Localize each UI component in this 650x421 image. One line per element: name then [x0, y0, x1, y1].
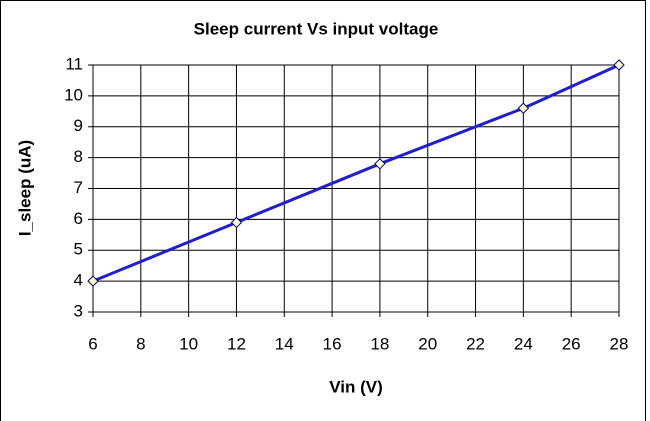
- x-tick-label: 16: [323, 334, 342, 353]
- data-marker: [517, 102, 530, 114]
- y-tick-label: 7: [74, 178, 83, 197]
- y-tick-label: 10: [64, 85, 83, 104]
- data-marker: [87, 275, 99, 287]
- y-axis-label: I_sleep (uA): [15, 140, 34, 236]
- x-tick-label: 22: [466, 334, 485, 353]
- y-tick-label: 5: [74, 240, 83, 259]
- data-marker: [374, 158, 386, 170]
- x-tick-label: 24: [514, 334, 533, 353]
- y-tick-label: 9: [74, 116, 83, 135]
- y-tick-label: 4: [74, 271, 83, 290]
- x-tick-label: 6: [88, 334, 97, 353]
- y-tick-label: 6: [74, 209, 83, 228]
- x-tick-label: 10: [179, 334, 198, 353]
- plot-frame: [92, 64, 620, 313]
- chart-title: Sleep current Vs input voltage: [194, 19, 439, 38]
- x-tick-label: 28: [610, 334, 629, 353]
- y-tick-label: 11: [65, 54, 83, 73]
- y-tick-label: 8: [74, 147, 83, 166]
- x-tick-label: 26: [562, 334, 581, 353]
- y-tick-label: 3: [74, 301, 83, 320]
- data-marker: [230, 216, 243, 229]
- data-marker: [613, 59, 625, 71]
- x-tick-label: 8: [136, 334, 145, 353]
- x-tick-label: 14: [275, 334, 294, 353]
- x-tick-label: 18: [370, 334, 389, 353]
- x-axis-label: Vin (V): [329, 377, 383, 396]
- x-tick-label: 12: [227, 334, 246, 353]
- x-tick-label: 20: [418, 334, 437, 353]
